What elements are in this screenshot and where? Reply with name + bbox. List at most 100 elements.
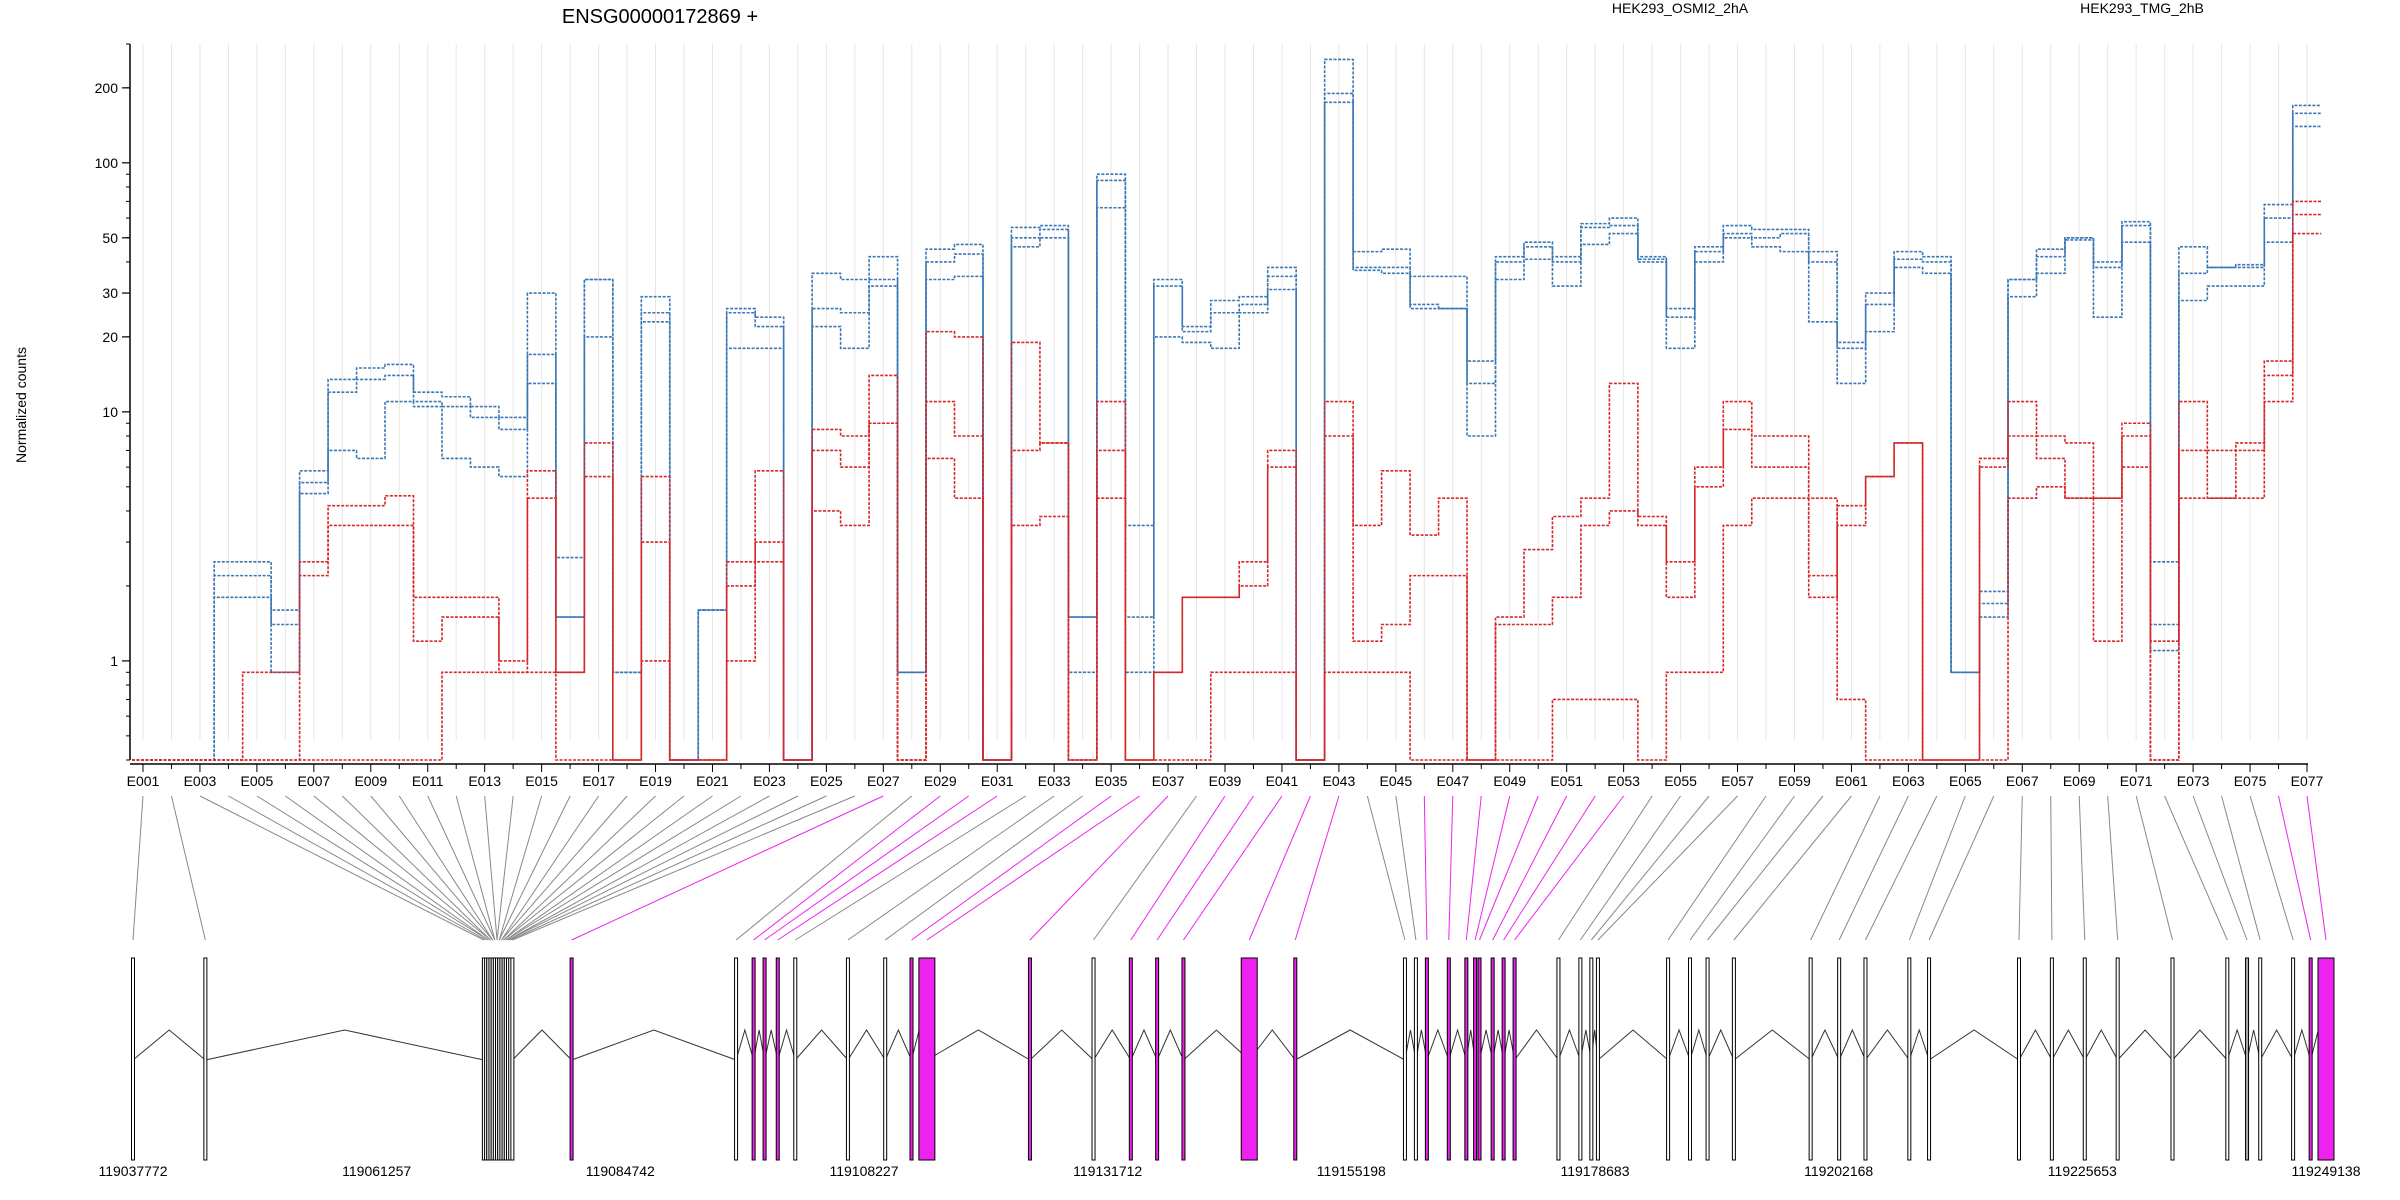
exon-box	[1556, 957, 1561, 1161]
intron	[2117, 1029, 2173, 1061]
x-tick-label: E057	[1721, 773, 1754, 789]
intron	[1928, 1029, 2020, 1061]
connector	[370, 795, 494, 941]
exon-box	[1589, 957, 1594, 1161]
exon-box	[2115, 957, 2120, 1161]
connector	[777, 795, 998, 941]
exon-box	[1705, 957, 1710, 1161]
exon-box	[1473, 957, 1478, 1161]
connector	[503, 795, 656, 941]
x-tick-label: E003	[184, 773, 217, 789]
legend-entry-osmi2: HEK293_OSMI2_2hA	[1612, 0, 1749, 16]
series-lines	[132, 58, 2322, 761]
x-tick-label: E041	[1266, 773, 1299, 789]
x-tick-label: E073	[2177, 773, 2210, 789]
intron	[926, 1029, 1031, 1061]
connector	[1474, 795, 1511, 941]
exon-box	[793, 957, 798, 1161]
connector	[507, 795, 799, 941]
intron	[2292, 1028, 2312, 1061]
intron	[2259, 1028, 2294, 1061]
x-tick-label: E067	[2006, 773, 2039, 789]
exon-box	[2082, 957, 2087, 1161]
exon-box	[1666, 957, 1671, 1161]
connector	[1294, 795, 1340, 941]
x-tick-label: E047	[1436, 773, 1469, 789]
intron	[2084, 1028, 2119, 1061]
exon-box	[1907, 957, 1912, 1161]
exon-box	[2258, 957, 2263, 1161]
gene-model-track	[131, 957, 2335, 1161]
exon-box	[1595, 957, 1600, 1161]
connector	[1838, 795, 1909, 941]
exon-box	[131, 957, 135, 1161]
connector	[498, 795, 571, 941]
genomic-tick-label: 119202168	[1804, 1163, 1873, 1179]
connector	[512, 795, 856, 941]
connector	[1479, 795, 1539, 941]
connector	[1492, 795, 1568, 941]
exon-box	[510, 957, 515, 1161]
connector	[911, 795, 1112, 941]
connector	[1465, 795, 1482, 941]
connector	[1514, 795, 1625, 941]
x-tick-label: E059	[1778, 773, 1811, 789]
intron	[764, 1029, 779, 1061]
intron	[1707, 1028, 1735, 1061]
connector	[498, 795, 543, 941]
connector	[753, 795, 941, 941]
y-tick-label: 100	[95, 155, 119, 171]
intron	[1667, 1028, 1691, 1061]
exon-box	[2317, 957, 2335, 1161]
exon-box	[1446, 957, 1451, 1161]
connector	[1928, 795, 1995, 941]
connector	[1248, 795, 1311, 941]
connector	[2078, 795, 2086, 941]
intron	[1689, 1028, 1709, 1061]
connector	[2221, 795, 2261, 941]
intron	[777, 1028, 796, 1061]
intron	[1183, 1029, 1250, 1061]
exon-box	[2016, 957, 2021, 1161]
connector	[1667, 795, 1767, 941]
x-tick-label: E029	[924, 773, 957, 789]
exon-box	[883, 957, 888, 1161]
x-tick-label: E025	[810, 773, 843, 789]
intron	[1479, 1029, 1494, 1061]
connector	[256, 795, 489, 941]
x-tick-label: E055	[1664, 773, 1697, 789]
connector	[2278, 795, 2312, 941]
exon-box	[1293, 957, 1298, 1161]
intron	[735, 1028, 755, 1061]
x-tick-label: E007	[297, 773, 330, 789]
x-gridlines	[142, 44, 2308, 740]
connector	[285, 795, 489, 941]
exon-box	[1240, 957, 1258, 1161]
connector	[1503, 795, 1596, 941]
x-tick-label: E013	[468, 773, 501, 789]
connector	[1810, 795, 1881, 941]
y-axis-label: Normalized counts	[13, 347, 29, 463]
connector	[199, 795, 485, 941]
x-tick-label: E027	[867, 773, 900, 789]
series-line-3	[132, 200, 2322, 761]
connector	[2164, 795, 2228, 941]
connector	[1597, 795, 1738, 941]
connector	[496, 795, 514, 941]
exon-box	[1578, 957, 1583, 1161]
connector	[398, 795, 494, 941]
exon-box	[1464, 957, 1469, 1161]
y-axis: 1 10 20 30 50 100 200	[95, 43, 131, 761]
y-tick-label: 30	[102, 285, 118, 301]
x-tick-label: E071	[2120, 773, 2153, 789]
connector	[847, 795, 1055, 941]
intron	[1733, 1029, 1811, 1061]
connector	[1029, 795, 1169, 941]
intron	[794, 1029, 849, 1061]
intron	[884, 1028, 912, 1061]
exon-box	[918, 957, 936, 1161]
connector	[1733, 795, 1852, 941]
y-tick-label: 1	[110, 653, 118, 669]
connector	[1156, 795, 1254, 941]
exon-box	[1027, 957, 1032, 1161]
